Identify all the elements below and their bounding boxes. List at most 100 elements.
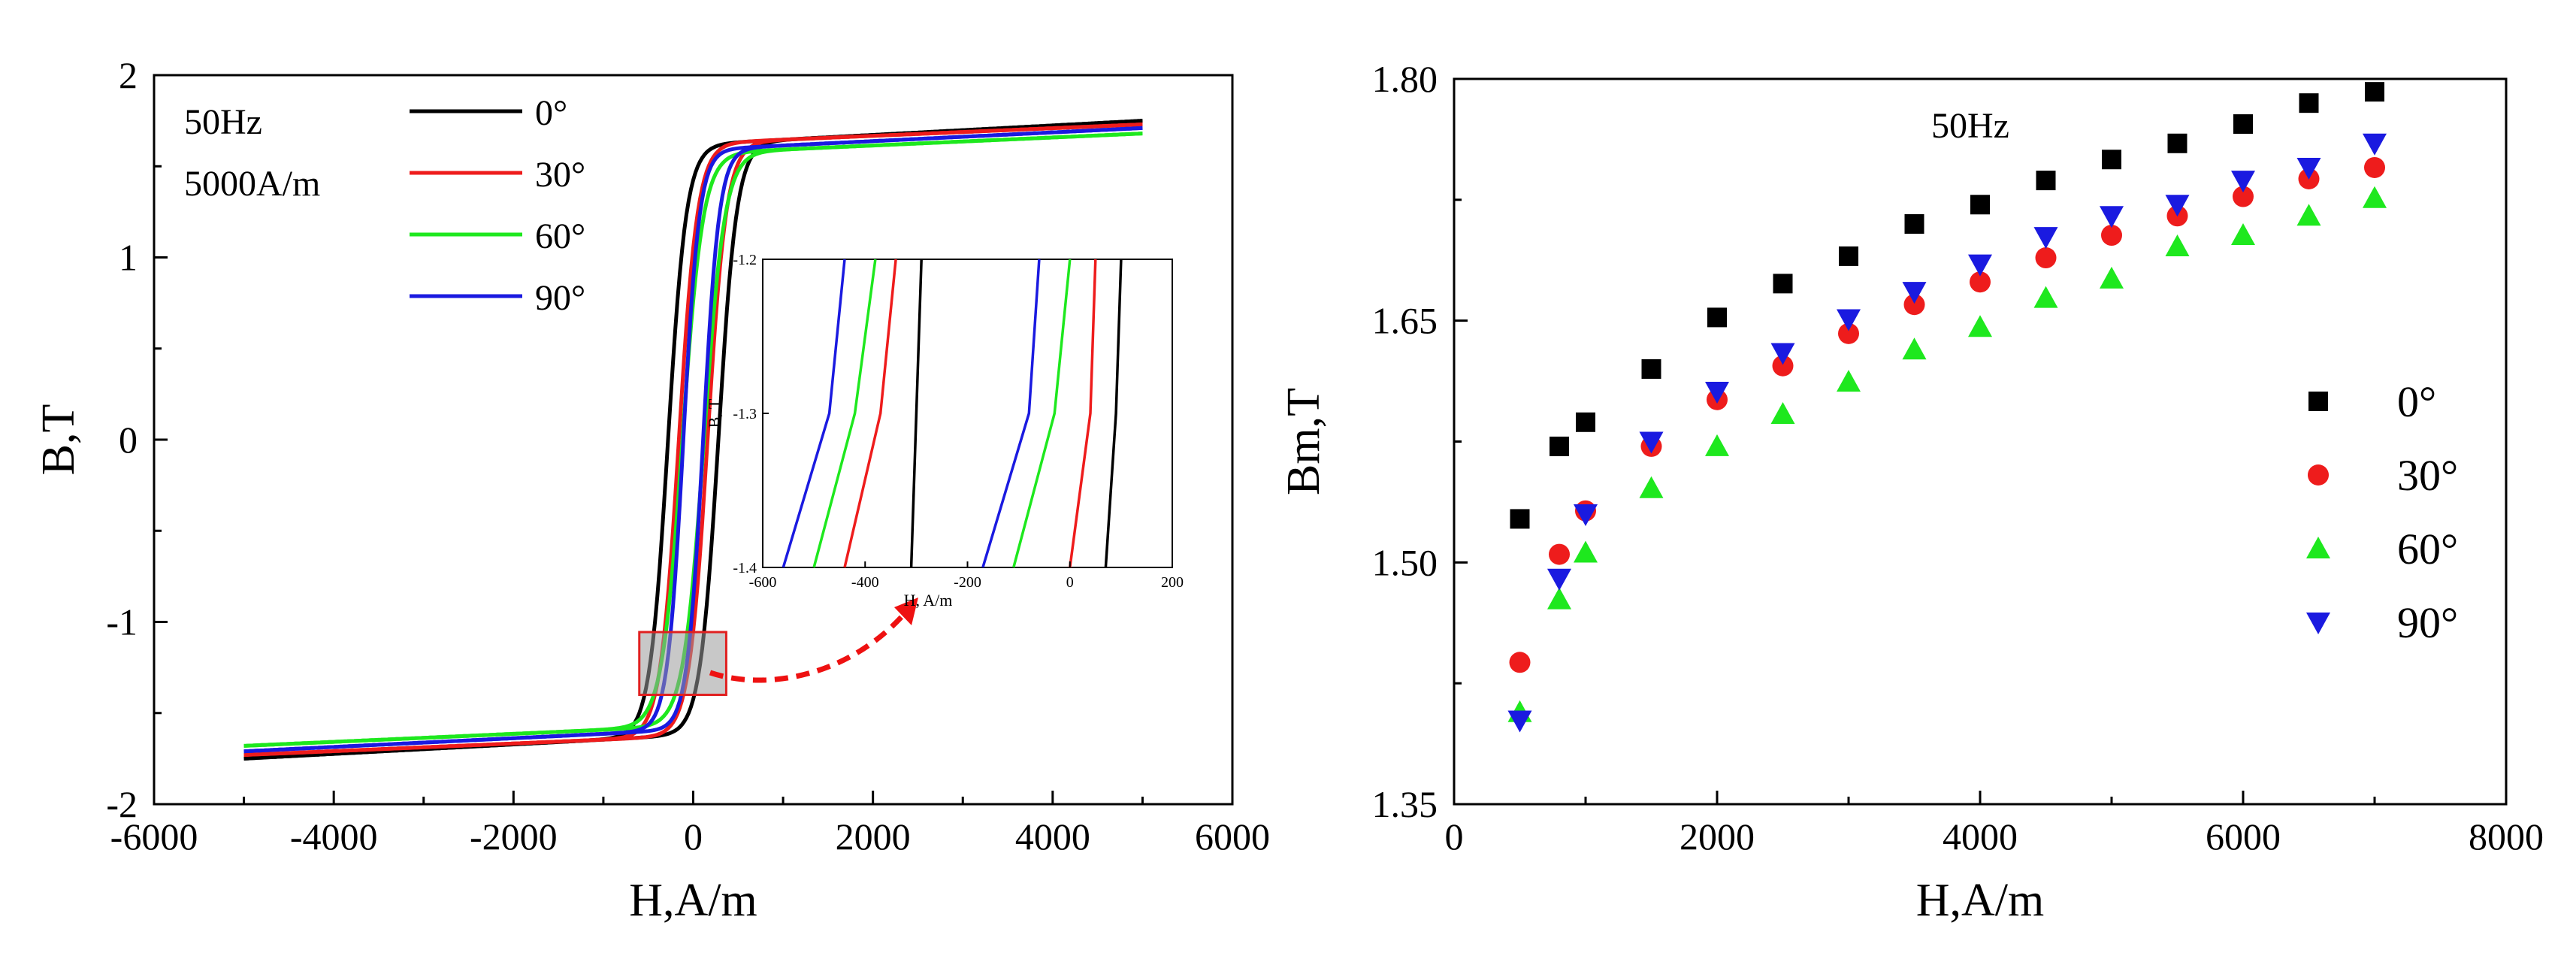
point-0deg [1773,274,1793,294]
point-30deg [2364,156,2385,178]
right-axes-frame [1453,77,2508,806]
y-tick-label: 0 [119,419,138,461]
point-90deg [1837,309,1861,331]
inset-x-label: H, A/m [904,591,953,610]
inset-x-tick-label: -600 [749,574,777,591]
point-30deg [1772,355,1794,377]
zoom-arrow [709,610,908,683]
annotation-frequency: 50Hz [184,102,262,142]
x-tick-label: 6000 [1195,815,1270,858]
point-60deg [1837,370,1861,392]
point-60deg [2231,223,2255,246]
point-30deg [2233,186,2254,207]
point-0deg [2365,82,2384,102]
point-0deg [2167,133,2187,153]
legend-label: 60° [2397,525,2458,573]
y-tick-label: 1 [119,237,138,279]
legend-label: 60° [535,216,585,256]
point-90deg [2165,195,2190,217]
inset-x-tick-label: -200 [954,574,981,591]
legend-label: 90° [535,278,585,318]
point-30deg [1838,322,1859,344]
y-tick-label: -1 [106,601,138,643]
x-tick-label: 2000 [1680,815,1755,858]
inset-line-0deg [909,259,923,568]
y-tick-label: 1.65 [1372,300,1438,342]
inset-line-0deg [1104,259,1123,568]
point-90deg [2231,171,2255,193]
point-60deg [2165,234,2190,257]
inset-y-tick-label: -1.2 [733,252,757,268]
point-60deg [1968,315,1992,337]
y-axis-label: B,T [33,404,84,476]
point-90deg [1507,710,1532,733]
point-90deg [1705,382,1729,404]
point-0deg [1707,307,1727,328]
y-axis-label: Bm,T [1278,388,1329,495]
legend-marker [2306,613,2330,634]
legend-label: 90° [2397,598,2458,647]
inset-line-30deg [1069,259,1097,568]
point-0deg [2102,150,2121,170]
point-0deg [2036,171,2056,191]
point-90deg [1547,568,1571,591]
point-90deg [1639,431,1664,454]
point-60deg [1705,434,1729,456]
legend-label: 30° [2397,451,2458,500]
point-60deg [2363,186,2387,208]
loop-lower-0deg [243,119,1143,761]
annotation-frequency: 50Hz [1931,106,2009,146]
inset-y-tick-label: -1.3 [733,406,757,422]
point-60deg [2033,286,2058,308]
inset-panel: -600 -400 -200 0 200 -1.2 -1.3 -1.4 H, A/m B, T [705,252,1184,610]
legend-marker [2306,537,2330,558]
legend-label: 30° [535,155,585,195]
y-tick-label: 1.80 [1372,58,1438,100]
point-60deg [2296,204,2321,226]
point-0deg [1970,195,1990,215]
inset-y-tick-label: -1.4 [733,560,757,576]
x-tick-label: 2000 [836,815,911,858]
y-tick-label: 1.35 [1372,783,1438,825]
x-tick-label: 6000 [2206,815,2281,858]
x-tick-label: -2000 [470,815,558,858]
point-30deg [2035,247,2057,269]
point-60deg [1639,476,1664,498]
zoom-arrowhead [894,597,918,625]
point-0deg [1904,214,1924,234]
x-axis-label: H,A/m [1916,875,2045,926]
x-tick-label: -6000 [110,815,198,858]
point-60deg [1574,540,1598,563]
point-0deg [2233,114,2253,135]
point-30deg [1509,652,1531,673]
inset-line-90deg [782,259,846,568]
legend-label: 0° [535,93,567,133]
point-30deg [2101,225,2122,247]
point-0deg [1839,246,1858,266]
inset-x-tick-label: 0 [1066,574,1074,591]
point-90deg [2033,227,2058,250]
inset-y-label: B, T [705,398,724,428]
point-0deg [1576,412,1595,432]
point-60deg [2100,266,2124,289]
x-tick-label: 0 [684,815,703,858]
inset-frame [762,259,1173,568]
point-0deg [2299,93,2319,113]
x-tick-label: 4000 [1015,815,1090,858]
point-90deg [1770,343,1795,365]
inset-line-30deg [843,259,897,568]
annotation-field: 5000A/m [184,164,320,204]
point-30deg [1903,294,1925,316]
point-90deg [1968,254,1992,277]
left-panel: -6000 -4000 -2000 0 2000 4000 6000-2-1012H,A/m… [33,54,1270,926]
point-90deg [1574,504,1598,526]
inset-x-tick-label: -400 [851,574,879,591]
point-90deg [1902,282,1927,304]
point-30deg [1549,543,1570,565]
point-60deg [1547,587,1571,610]
x-axis-label: H,A/m [629,875,757,926]
legend-label: 0° [2397,377,2436,426]
y-tick-label: 1.50 [1372,541,1438,583]
legend-marker [2308,392,2328,411]
